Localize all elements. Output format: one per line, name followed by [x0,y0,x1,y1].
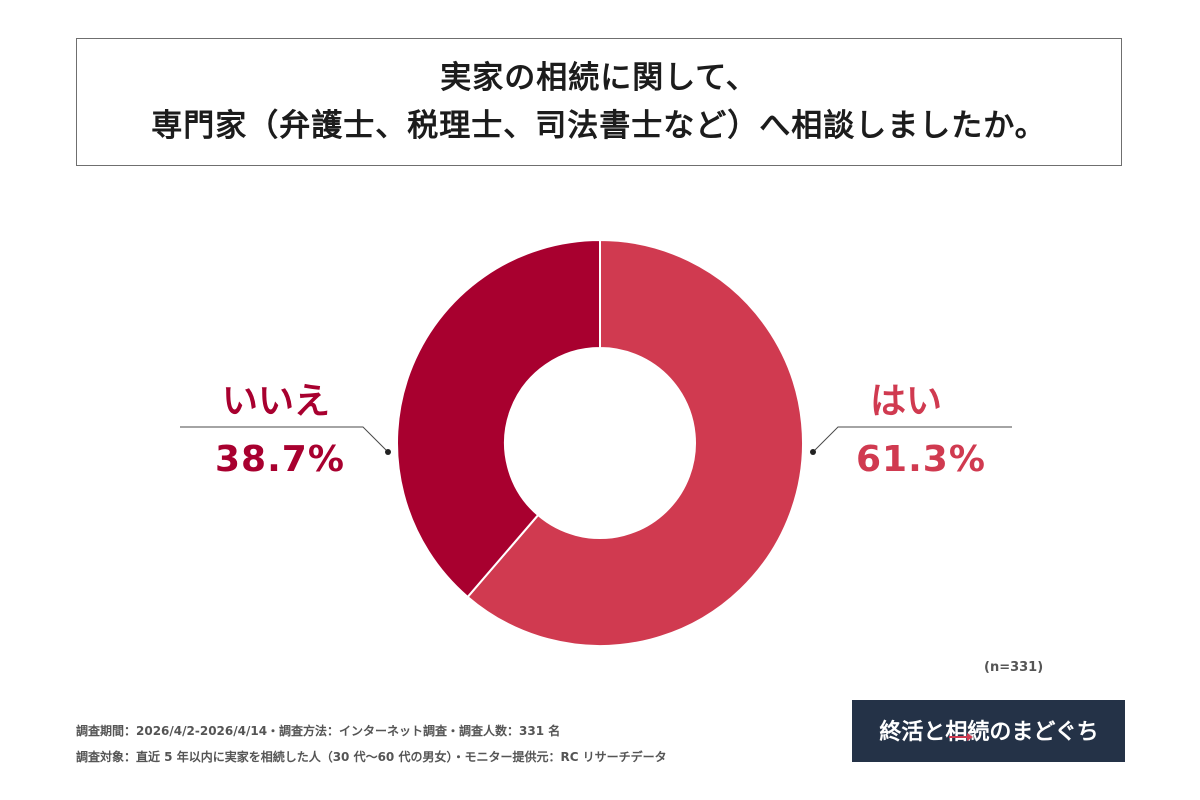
footer-survey-target: 調査対象：直近 5 年以内に実家を相続した人（30 代〜60 代の男女）・モニタ… [76,750,667,764]
footer-survey-info: 調査期間：2026/4/2-2026/4/14・調査方法：インターネット調査・調… [76,724,561,738]
leader-line-no [180,426,389,453]
leader-line-yes [812,426,1012,453]
slice-value-no: 38.7% [215,439,345,480]
brand-logo: 終活と相続のまどぐち [852,700,1125,762]
sample-size-note: (n=331) [984,660,1044,675]
leader-dot-no [385,449,391,455]
leader-lines [180,426,1012,455]
leader-dot-yes [810,449,816,455]
brand-logo-mark: 終活と相続のまどぐち [879,719,1098,745]
title-box: 実家の相続に関して、 専門家（弁護士、税理士、司法書士など）へ相談しましたか。 [76,38,1122,166]
donut-slice-no [396,238,601,599]
svg-text:終活と相続のまどぐち: 終活と相続のまどぐち [879,719,1098,745]
slice-value-yes: 61.3% [856,439,986,480]
donut-slice-yes [466,238,804,647]
chart-title-line-1: 実家の相続に関して、 [440,60,758,96]
chart-title-line-2: 専門家（弁護士、税理士、司法書士など）へ相談しましたか。 [151,108,1047,144]
slice-label-no: いいえ [222,381,331,422]
slice-label-yes: はい [870,381,943,422]
donut-slices [396,238,804,647]
